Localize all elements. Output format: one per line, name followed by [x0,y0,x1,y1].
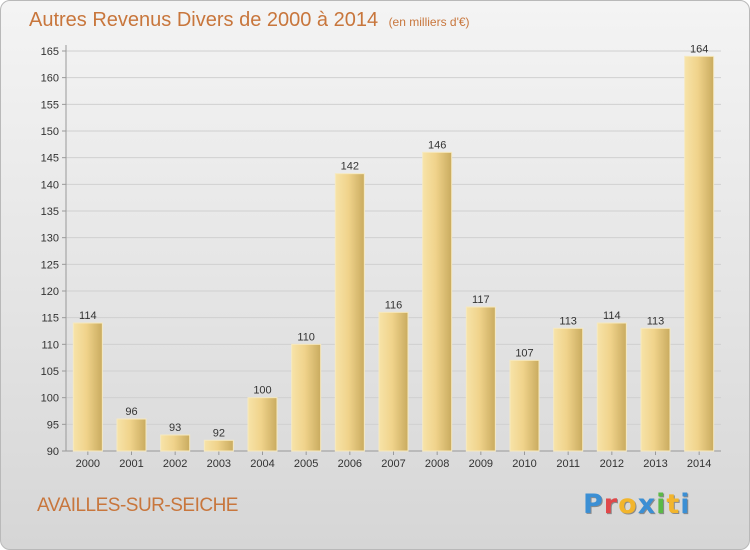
y-tick-label: 95 [47,419,59,431]
x-tick-label: 2004 [250,458,274,470]
x-tick-label: 2003 [207,458,231,470]
bar [116,418,147,452]
logo-letter: t [666,489,681,520]
logo-letter: r [603,489,619,520]
y-tick-label: 105 [41,366,59,378]
logo-letter: x [637,489,657,520]
y-tick-label: 140 [41,179,59,191]
x-tick-label: 2014 [687,458,711,470]
x-tick-label: 2005 [294,458,318,470]
y-tick-label: 150 [41,126,59,138]
logo-letter: i [680,489,691,520]
y-tick-label: 110 [41,339,59,351]
y-tick-label: 90 [47,446,59,458]
bar [640,327,671,452]
bar [509,359,540,452]
x-tick-label: 2012 [600,458,624,470]
bar-value-label: 96 [125,406,137,418]
chart-subtitle: (en milliers d'€) [388,15,470,29]
y-tick-labels: 90 95 100 105 110 115 120 125 130 135 140 145 150 155… [41,46,59,458]
x-tick-label: 2013 [643,458,667,470]
bars [72,55,715,452]
bar [203,439,234,452]
bar-value-label: 114 [603,310,621,322]
x-tick-label: 2009 [469,458,493,470]
y-tick-label: 145 [41,153,59,165]
x-tick-labels: 2000 2001 2002 2003 2004 2005 2006 2007 2008 2009… [76,458,712,470]
y-tick-label: 130 [41,233,59,245]
bar [72,322,103,452]
chart-title: Autres Revenus Divers de 2000 à 2014 [29,9,379,31]
x-tick-label: 2006 [338,458,362,470]
bar [684,55,715,452]
bar-value-label: 116 [385,299,403,311]
bar-value-label: 113 [559,315,577,327]
y-tick-label: 165 [41,46,59,58]
bar-value-label: 146 [428,139,446,151]
bar-value-label: 114 [79,310,97,322]
x-tick-label: 2011 [556,458,580,470]
y-tick-label: 100 [41,393,59,405]
bar-value-label: 100 [253,385,271,397]
bar [465,306,496,452]
bar [291,343,322,452]
logo-letter: o [618,489,638,520]
x-tick-label: 2001 [119,458,143,470]
bar [422,151,453,452]
bar-value-label: 92 [213,427,225,439]
bar [334,173,365,452]
y-tick-label: 125 [41,259,59,271]
bar-value-label: 117 [472,294,490,306]
bar [247,397,278,452]
proxiti-logo[interactable]: Proxiti [583,489,691,520]
bar-value-label: 142 [341,161,359,173]
x-tick-label: 2007 [381,458,405,470]
bar-value-label: 110 [297,331,315,343]
logo-letter: P [583,489,604,520]
x-tick-label: 2002 [163,458,187,470]
bar [378,311,409,452]
x-tick-label: 2008 [425,458,449,470]
y-tick-label: 155 [41,99,59,111]
commune-name: AVAILLES-SUR-SEICHE [37,495,238,516]
y-tick-label: 135 [41,206,59,218]
bar [596,322,627,452]
x-tick-label: 2000 [76,458,100,470]
y-tick-label: 120 [41,286,59,298]
value-labels: 114 96 93 92 100 110 142 116 146 117 107 113 114 113 1… [79,43,708,439]
bar-value-label: 113 [647,315,665,327]
bar-value-label: 107 [515,347,533,359]
bar-value-label: 164 [690,43,708,55]
y-tick-label: 160 [41,73,59,85]
bar-value-label: 93 [169,422,181,434]
chart-title-block: Autres Revenus Divers de 2000 à 2014 (en… [29,9,470,32]
bar [160,434,191,452]
bar [553,327,584,452]
x-tick-label: 2010 [512,458,536,470]
y-tick-label: 115 [41,313,59,325]
logo-letter: i [656,489,667,520]
